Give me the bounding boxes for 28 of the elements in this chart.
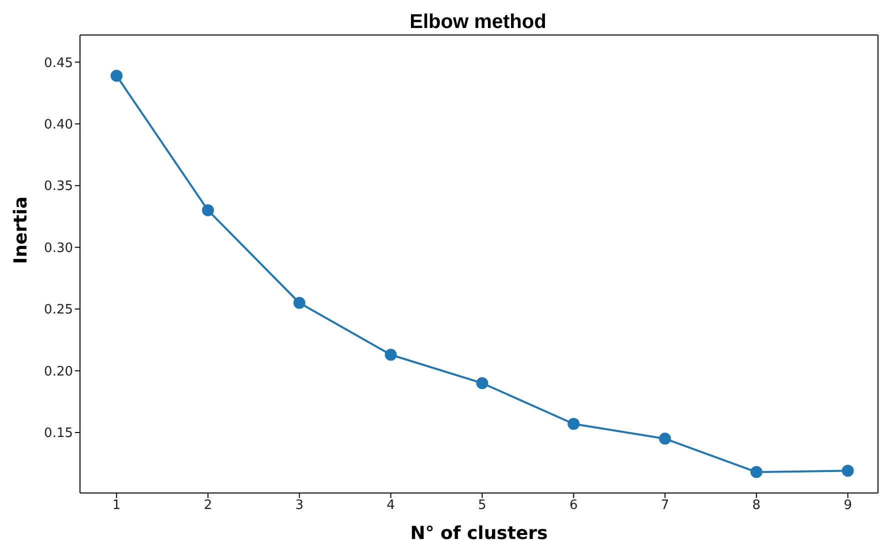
x-tick-label: 8 xyxy=(752,498,761,514)
y-tick-label: 0.35 xyxy=(44,179,73,194)
y-tick-label: 0.40 xyxy=(44,118,73,132)
x-tick-label: 5 xyxy=(478,498,486,514)
point xyxy=(202,204,214,216)
point xyxy=(293,296,306,309)
y-tick-label: 0.25 xyxy=(44,302,73,318)
y-tick-label: 0.20 xyxy=(44,364,73,380)
chart-title: Elbow method xyxy=(410,11,546,33)
point xyxy=(476,377,488,390)
point xyxy=(110,70,123,82)
point xyxy=(659,432,672,445)
y-axis-title: Inertia xyxy=(10,196,32,264)
x-tick-label: 7 xyxy=(660,498,670,514)
point xyxy=(568,418,580,430)
x-tick-label: 1 xyxy=(112,498,121,514)
point xyxy=(750,466,762,478)
x-tick-label: 2 xyxy=(204,498,212,514)
point xyxy=(842,464,854,477)
x-tick-label: 6 xyxy=(569,498,578,514)
x-tick-label: 4 xyxy=(386,498,395,514)
y-tick-label: 0.45 xyxy=(44,56,73,71)
x-axis-title: N° of clusters xyxy=(410,523,548,544)
x-tick-label: 3 xyxy=(295,498,304,514)
point xyxy=(384,348,397,361)
y-tick-label: 0.15 xyxy=(44,426,73,442)
x-tick-label: 9 xyxy=(844,498,852,514)
y-tick-label: 0.30 xyxy=(44,240,73,256)
